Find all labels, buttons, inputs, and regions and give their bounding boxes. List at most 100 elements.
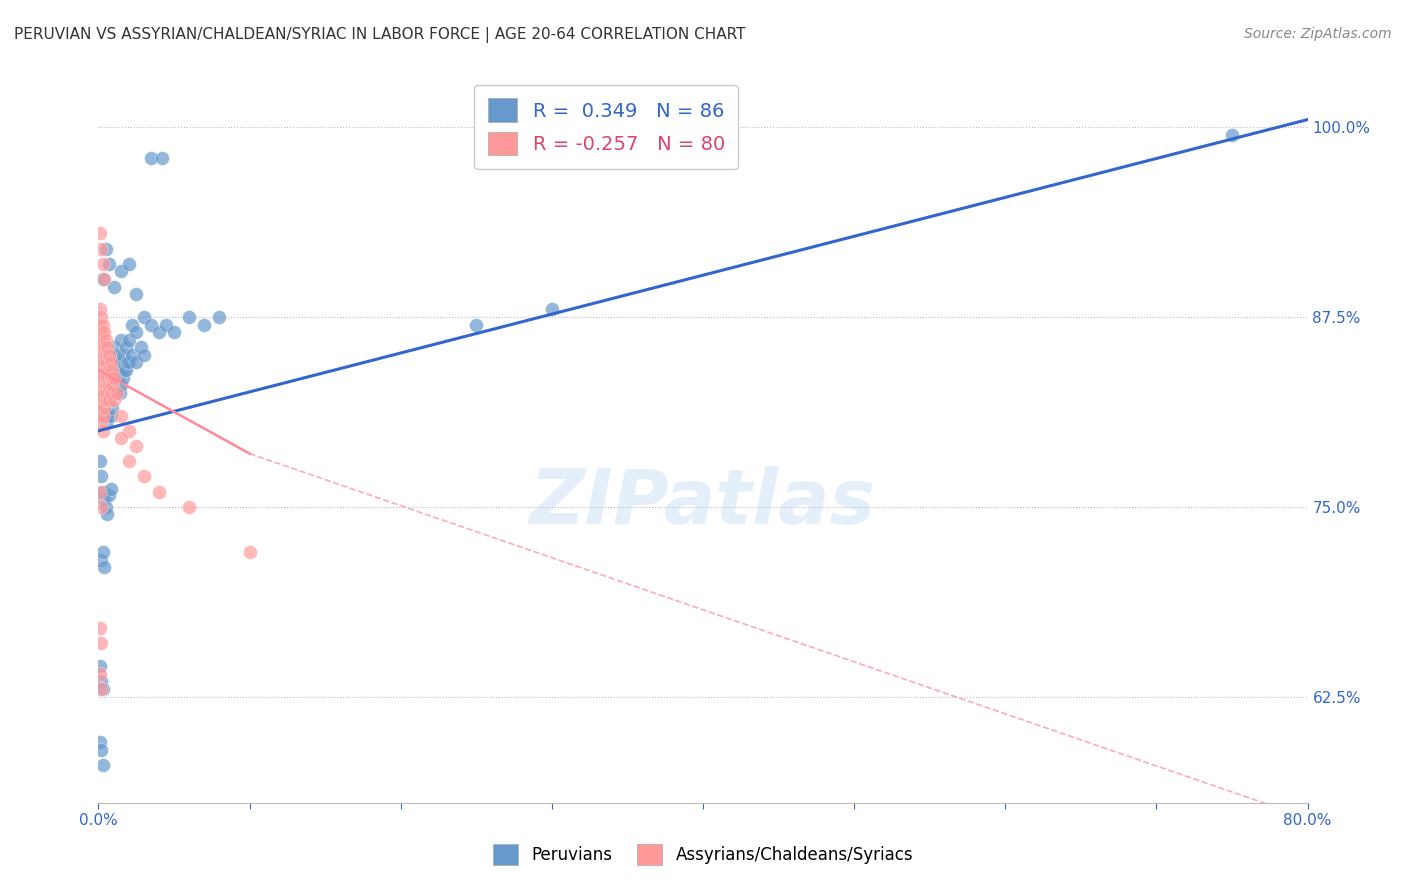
Point (93, 355, 115, 369)
Point (98, 348, 121, 362)
Point (125, 325, 148, 339)
Legend: R =  0.349   N = 86, R = -0.257   N = 80: R = 0.349 N = 86, R = -0.257 N = 80 (474, 85, 738, 169)
Point (132, 348, 155, 362)
Point (90, 500, 112, 514)
Point (125, 439, 148, 453)
Point (103, 279, 125, 293)
Point (103, 340, 125, 354)
Point (103, 363, 125, 377)
Point (94, 393, 117, 408)
Point (89, 378, 111, 392)
Point (96, 355, 118, 369)
Point (115, 355, 138, 369)
Point (96, 340, 118, 354)
Point (89, 363, 111, 377)
Point (89, 318, 111, 332)
Point (179, 500, 201, 514)
Point (89, 302, 111, 317)
Point (118, 424, 141, 438)
Point (91, 333, 114, 347)
Point (100, 385, 122, 400)
Text: PERUVIAN VS ASSYRIAN/CHALDEAN/SYRIAC IN LABOR FORCE | AGE 20-64 CORRELATION CHAR: PERUVIAN VS ASSYRIAN/CHALDEAN/SYRIAC IN … (14, 27, 745, 43)
Point (163, 325, 186, 339)
Legend: Peruvians, Assyrians/Chaldeans/Syriacs: Peruvians, Assyrians/Chaldeans/Syriacs (482, 834, 924, 875)
Point (93, 325, 115, 339)
Point (91, 393, 114, 408)
Point (89, 378, 111, 392)
Point (101, 378, 124, 392)
Point (103, 370, 125, 384)
Point (108, 385, 131, 400)
Text: Source: ZipAtlas.com: Source: ZipAtlas.com (1244, 27, 1392, 41)
Point (208, 310, 231, 324)
Point (239, 545, 262, 559)
Point (89, 333, 111, 347)
Point (465, 318, 488, 332)
Point (104, 363, 127, 377)
Point (96, 370, 118, 384)
Point (148, 325, 170, 339)
Point (89, 666, 111, 681)
Point (96, 363, 118, 377)
Point (100, 363, 122, 377)
Point (101, 363, 124, 377)
Point (90, 469, 112, 483)
Point (114, 340, 136, 354)
Point (105, 348, 128, 362)
Point (118, 355, 141, 369)
Point (101, 355, 124, 369)
Point (98, 378, 121, 392)
Point (91, 393, 114, 408)
Point (118, 257, 141, 271)
Point (90, 370, 112, 384)
Point (98, 363, 121, 377)
Point (107, 355, 129, 369)
Point (141, 151, 163, 165)
Point (141, 318, 163, 332)
Point (89, 393, 111, 408)
Point (96, 409, 118, 423)
Point (91, 424, 114, 438)
Point (89, 409, 111, 423)
Point (105, 370, 128, 384)
Point (110, 431, 132, 445)
Point (101, 401, 124, 415)
Point (90, 325, 112, 339)
Point (90, 674, 112, 689)
Point (98, 370, 121, 384)
Point (98, 487, 121, 501)
Point (91, 318, 114, 332)
Point (90, 636, 112, 650)
Point (90, 310, 112, 324)
Point (111, 348, 134, 362)
Point (90, 681, 112, 696)
Point (110, 333, 132, 347)
Point (90, 385, 112, 400)
Point (90, 340, 112, 354)
Point (89, 484, 111, 499)
Point (107, 378, 129, 392)
Point (94, 348, 117, 362)
Point (101, 378, 124, 392)
Point (94, 242, 117, 256)
Point (110, 409, 132, 423)
Point (132, 310, 155, 324)
Point (90, 363, 112, 377)
Point (103, 385, 125, 400)
Point (91, 409, 114, 423)
Point (98, 348, 121, 362)
Point (100, 482, 122, 496)
Point (90, 355, 112, 369)
Point (91, 681, 114, 696)
Point (125, 355, 148, 369)
Point (121, 318, 143, 332)
Point (89, 227, 111, 241)
Point (91, 378, 114, 392)
Point (90, 416, 112, 430)
Point (89, 659, 111, 673)
Point (103, 393, 125, 408)
Point (108, 363, 131, 377)
Point (89, 454, 111, 468)
Point (150, 151, 173, 165)
Point (155, 318, 177, 332)
